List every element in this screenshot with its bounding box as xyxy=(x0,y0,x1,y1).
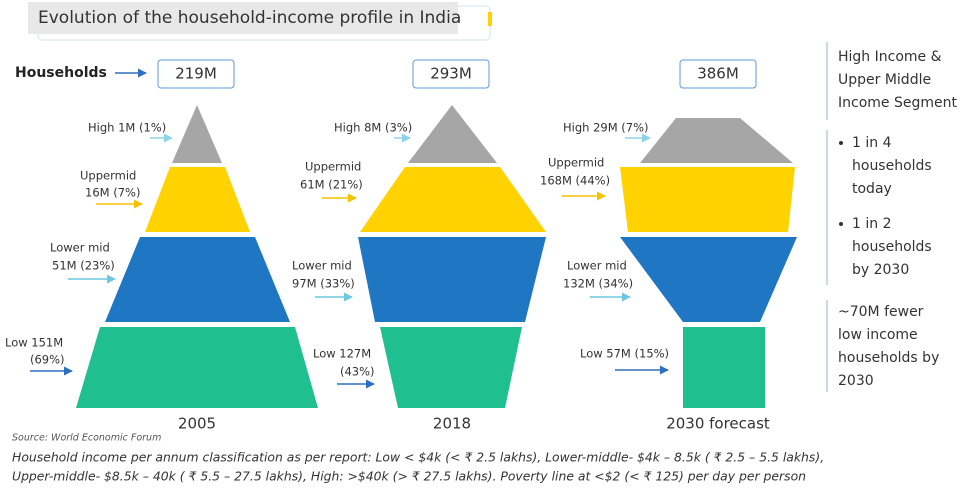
bullet-text: by 2030 xyxy=(852,262,909,278)
label: (43%) xyxy=(340,365,375,379)
footnote: Upper-middle- $8.5k – 40k ( ₹ 5.5 – 27.5… xyxy=(12,469,806,484)
label: 16M (7%) xyxy=(85,186,140,200)
title: Evolution of the household-income profil… xyxy=(38,8,461,28)
total: 219M xyxy=(175,65,217,83)
segment-lowermid xyxy=(620,237,797,322)
segment-lowermid xyxy=(105,237,290,322)
note: ~70M fewer xyxy=(838,304,924,320)
label: Lower mid xyxy=(567,259,627,273)
households-label: Households xyxy=(15,65,107,81)
label: Low 127M xyxy=(313,347,371,361)
note: low income xyxy=(838,327,918,343)
segment-low xyxy=(683,327,765,408)
bullet-text: households xyxy=(852,158,932,174)
total-box xyxy=(679,59,757,89)
label: High 1M (1%) xyxy=(88,121,166,135)
segment-uppermid xyxy=(360,167,546,232)
title-accent xyxy=(488,12,492,26)
segment-high xyxy=(408,105,497,163)
title-box xyxy=(28,2,458,34)
year: 2005 xyxy=(178,415,216,433)
label: 97M (33%) xyxy=(292,277,355,291)
total: 386M xyxy=(697,65,739,83)
heading: High Income & xyxy=(838,49,942,65)
segment-lowermid xyxy=(358,237,546,322)
segment-low xyxy=(76,327,318,408)
segment-uppermid xyxy=(620,167,795,232)
column-2030: 386M High 29M (7%) Uppermid 168M (44%) L… xyxy=(540,59,797,433)
heading: Income Segment xyxy=(838,95,957,111)
label: Lower mid xyxy=(292,259,352,273)
note: households by xyxy=(838,350,939,366)
column-2018: 293M High 8M (3%) Uppermid 61M (21%) Low… xyxy=(292,59,546,433)
label: 51M (23%) xyxy=(52,259,115,273)
year: 2018 xyxy=(433,415,471,433)
year: 2030 forecast xyxy=(666,415,770,433)
segment-high xyxy=(640,118,793,163)
total: 293M xyxy=(430,65,472,83)
heading: Upper Middle xyxy=(838,72,931,88)
total-box xyxy=(412,59,490,89)
bullet-text: 1 in 2 xyxy=(852,216,891,232)
label: High 8M (3%) xyxy=(334,121,412,135)
label: 61M (21%) xyxy=(300,178,363,192)
source: Source: World Economic Forum xyxy=(12,433,161,444)
label: Uppermid xyxy=(305,160,361,174)
segment-high xyxy=(172,105,222,163)
label: Lower mid xyxy=(50,241,110,255)
bullet-text: households xyxy=(852,239,932,255)
label: Uppermid xyxy=(548,156,604,170)
label: Uppermid xyxy=(80,169,136,183)
sidebar: High Income & Upper Middle Income Segmen… xyxy=(826,42,957,392)
total-box xyxy=(157,59,235,89)
label: Low 57M (15%) xyxy=(580,347,669,361)
label: High 29M (7%) xyxy=(563,121,649,135)
bullet-text: today xyxy=(852,181,892,197)
note: 2030 xyxy=(838,373,874,389)
bullet-text: 1 in 4 xyxy=(852,135,892,151)
bullet xyxy=(839,141,843,145)
segment-uppermid xyxy=(145,167,250,232)
label: (69%) xyxy=(30,353,65,367)
footnote: Household income per annum classificatio… xyxy=(12,450,824,465)
column-2005: 219M High 1M (1%) Uppermid 16M (7%) Lowe… xyxy=(5,59,318,433)
bullet xyxy=(839,222,843,226)
label: 132M (34%) xyxy=(563,277,633,291)
label: Low 151M xyxy=(5,336,63,350)
segment-low xyxy=(380,327,522,408)
label: 168M (44%) xyxy=(540,174,610,188)
